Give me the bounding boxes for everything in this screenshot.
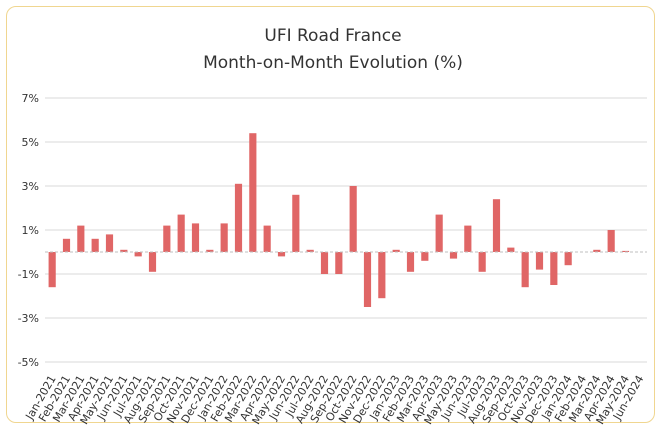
bar <box>105 234 114 252</box>
bar-chart: UFI Road France Month-on-Month Evolution… <box>18 26 647 427</box>
bar <box>492 199 501 252</box>
bar <box>464 225 472 252</box>
bar <box>77 225 85 252</box>
bar <box>191 223 200 252</box>
bar <box>263 225 271 252</box>
bar <box>335 252 343 274</box>
bar <box>535 252 544 270</box>
bar <box>148 252 157 272</box>
bar <box>62 238 71 252</box>
y-tick-label: -3% <box>18 312 39 325</box>
chart-title: UFI Road France <box>264 26 401 46</box>
y-tick-label: 3% <box>22 180 39 193</box>
bar <box>91 238 99 252</box>
bar <box>435 214 443 252</box>
bar <box>306 249 314 252</box>
y-tick-label: 5% <box>22 136 39 149</box>
bar <box>607 230 615 252</box>
bar <box>163 225 171 252</box>
y-axis-ticks: 7% 5% 3% 1% -1% -3% -5% <box>18 92 39 369</box>
bar <box>120 249 128 252</box>
bar <box>478 252 486 272</box>
bar <box>621 250 630 252</box>
bar <box>507 247 515 252</box>
bar <box>406 252 415 272</box>
bar <box>363 252 372 307</box>
bars <box>48 133 630 307</box>
y-tick-label: -1% <box>18 268 39 281</box>
y-tick-label: 7% <box>22 92 39 105</box>
bar <box>234 183 243 252</box>
bar <box>550 252 558 285</box>
bar <box>134 252 142 257</box>
bar <box>593 249 601 252</box>
y-tick-label: -5% <box>18 356 39 369</box>
bar <box>521 252 529 288</box>
bar <box>206 249 214 252</box>
bar <box>48 252 56 288</box>
bar <box>320 252 329 274</box>
bar <box>421 252 429 261</box>
gridlines <box>45 97 647 363</box>
bar <box>392 249 400 252</box>
bar <box>564 252 572 266</box>
bar <box>292 194 300 252</box>
bar <box>349 186 357 252</box>
chart-card: UFI Road France Month-on-Month Evolution… <box>6 6 655 427</box>
bar <box>449 252 458 259</box>
y-tick-label: 1% <box>22 224 39 237</box>
bar <box>177 214 185 252</box>
chart-subtitle: Month-on-Month Evolution (%) <box>203 53 463 73</box>
bar <box>220 223 228 252</box>
bar <box>378 252 386 299</box>
bar <box>249 133 257 252</box>
x-axis-ticks: Jan-2021Feb-2021Mar-2021Apr-2021May-2021… <box>23 373 647 427</box>
bar <box>277 252 286 257</box>
